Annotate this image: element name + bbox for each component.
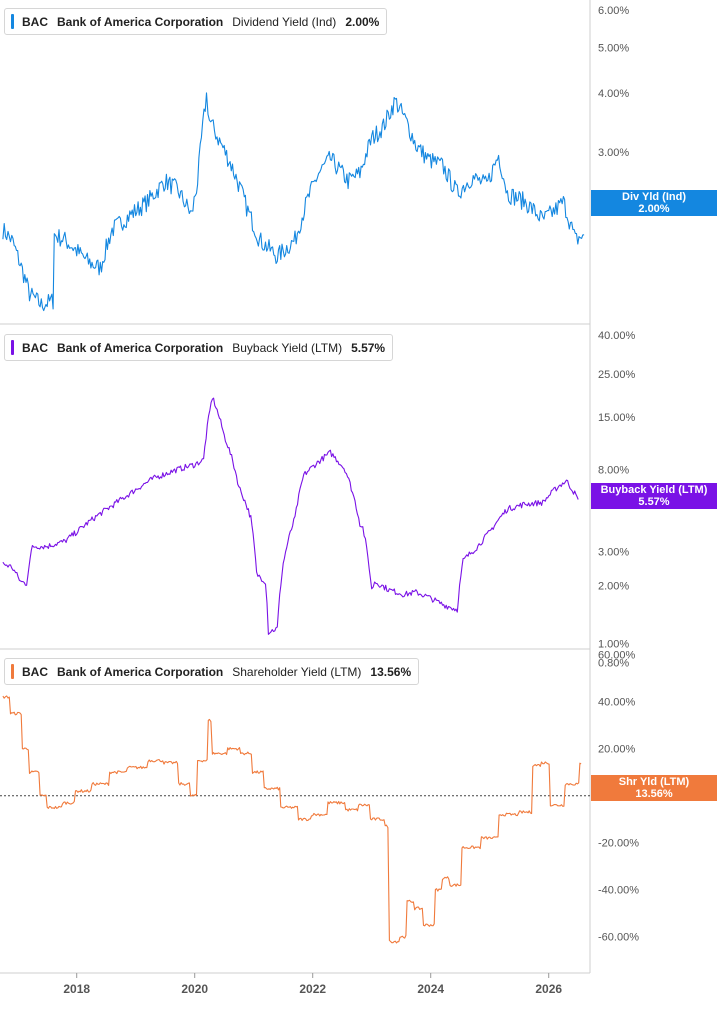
x-tick-label: 2024 (417, 982, 444, 996)
legend-value: 2.00% (345, 14, 380, 29)
y-tick-label: 3.00% (598, 147, 629, 159)
legend-shareholder-yield[interactable]: BAC Bank of America Corporation Sharehol… (4, 658, 420, 685)
y-tick-label: -40.00% (598, 885, 639, 897)
x-tick-label: 2020 (181, 982, 208, 996)
shareholder-yield-value-tag: Shr Yld (LTM) 13.56% (591, 775, 717, 801)
tag-label: Shr Yld (LTM) (618, 776, 690, 788)
legend-ticker: BAC (22, 664, 48, 679)
legend-ticker: BAC (22, 14, 48, 29)
y-tick-label: -20.00% (598, 838, 639, 850)
series-color-swatch (11, 14, 14, 29)
legend-metric: Buyback Yield (LTM) (232, 340, 343, 355)
y-tick-label: 40.00% (598, 330, 636, 342)
y-tick-label: 0.80% (598, 657, 629, 669)
legend-company: Bank of America Corporation (57, 340, 224, 355)
legend-company: Bank of America Corporation (57, 14, 224, 29)
y-tick-label: 40.00% (598, 697, 636, 709)
x-tick-label: 2018 (63, 982, 90, 996)
legend-metric: Dividend Yield (Ind) (232, 14, 337, 29)
y-tick-label: 3.00% (598, 547, 629, 559)
series-line (2, 92, 585, 312)
dividend-yield-value-tag: Div Yld (Ind) 2.00% (591, 190, 717, 216)
tag-value: 5.57% (638, 496, 670, 508)
series-line (2, 695, 582, 944)
series-color-swatch (11, 340, 14, 355)
x-tick-label: 2026 (535, 982, 562, 996)
tag-label: Div Yld (Ind) (622, 191, 686, 203)
y-tick-label: -60.00% (598, 932, 639, 944)
y-tick-label: 5.00% (598, 42, 629, 54)
buyback-yield-value-tag: Buyback Yield (LTM) 5.57% (591, 483, 717, 509)
y-tick-label: 60.00% (598, 650, 636, 662)
y-tick-label: 25.00% (598, 369, 636, 381)
legend-value: 13.56% (370, 664, 412, 679)
x-tick-label: 2022 (299, 982, 326, 996)
tag-value: 13.56% (635, 788, 673, 800)
tag-value: 2.00% (638, 203, 670, 215)
y-tick-label: 1.00% (598, 639, 629, 651)
y-tick-label: 20.00% (598, 744, 636, 756)
legend-buyback-yield[interactable]: BAC Bank of America Corporation Buyback … (4, 334, 394, 361)
y-tick-label: 2.00% (598, 581, 629, 593)
y-tick-label: 8.00% (598, 465, 629, 477)
legend-dividend-yield[interactable]: BAC Bank of America Corporation Dividend… (4, 8, 388, 35)
tag-label: Buyback Yield (LTM) (600, 484, 708, 496)
legend-company: Bank of America Corporation (57, 664, 224, 679)
y-tick-label: 15.00% (598, 412, 636, 424)
legend-metric: Shareholder Yield (LTM) (232, 664, 362, 679)
series-line (2, 397, 579, 635)
legend-ticker: BAC (22, 340, 48, 355)
legend-value: 5.57% (351, 340, 386, 355)
series-color-swatch (11, 664, 14, 679)
y-tick-label: 6.00% (598, 5, 629, 17)
y-tick-label: 4.00% (598, 88, 629, 100)
